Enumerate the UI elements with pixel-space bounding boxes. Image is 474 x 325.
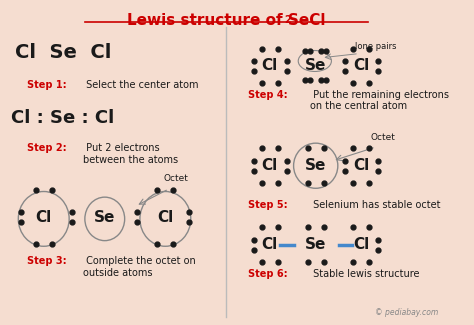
Text: Cl: Cl (353, 58, 369, 73)
Text: Put the remaining electrons
on the central atom: Put the remaining electrons on the centr… (310, 90, 449, 111)
Text: Cl: Cl (353, 158, 369, 173)
Text: Cl: Cl (157, 210, 173, 225)
Text: Step 4:: Step 4: (248, 90, 288, 100)
Text: Step 2:: Step 2: (27, 143, 67, 153)
Text: Octet: Octet (163, 175, 188, 183)
Text: Cl: Cl (262, 158, 278, 173)
Text: Stable lewis structure: Stable lewis structure (310, 269, 420, 280)
Text: Octet: Octet (371, 133, 396, 142)
Text: Cl: Cl (36, 210, 52, 225)
Text: Cl: Cl (262, 237, 278, 252)
Text: Put 2 electrons
between the atoms: Put 2 electrons between the atoms (82, 143, 178, 165)
Text: Se: Se (305, 237, 327, 252)
Text: Selenium has stable octet: Selenium has stable octet (310, 200, 441, 210)
Text: Lewis structure of SeCl: Lewis structure of SeCl (127, 13, 326, 28)
Text: Cl : Se : Cl: Cl : Se : Cl (11, 109, 114, 127)
Text: lone pairs: lone pairs (355, 42, 396, 51)
Text: Se: Se (305, 158, 327, 173)
Text: 2: 2 (285, 15, 292, 25)
Text: Step 3:: Step 3: (27, 256, 67, 266)
Text: Select the center atom: Select the center atom (82, 80, 198, 90)
Text: Step 6:: Step 6: (248, 269, 288, 280)
Text: Cl: Cl (262, 58, 278, 73)
Text: Step 1:: Step 1: (27, 80, 67, 90)
Text: Se: Se (94, 210, 116, 225)
Text: © pediabay.com: © pediabay.com (375, 308, 438, 317)
Text: Se: Se (305, 58, 327, 73)
Text: Complete the octet on
outside atoms: Complete the octet on outside atoms (82, 256, 195, 278)
Text: Cl: Cl (353, 237, 369, 252)
Text: Cl  Se  Cl: Cl Se Cl (15, 43, 111, 62)
Text: Step 5:: Step 5: (248, 200, 288, 210)
